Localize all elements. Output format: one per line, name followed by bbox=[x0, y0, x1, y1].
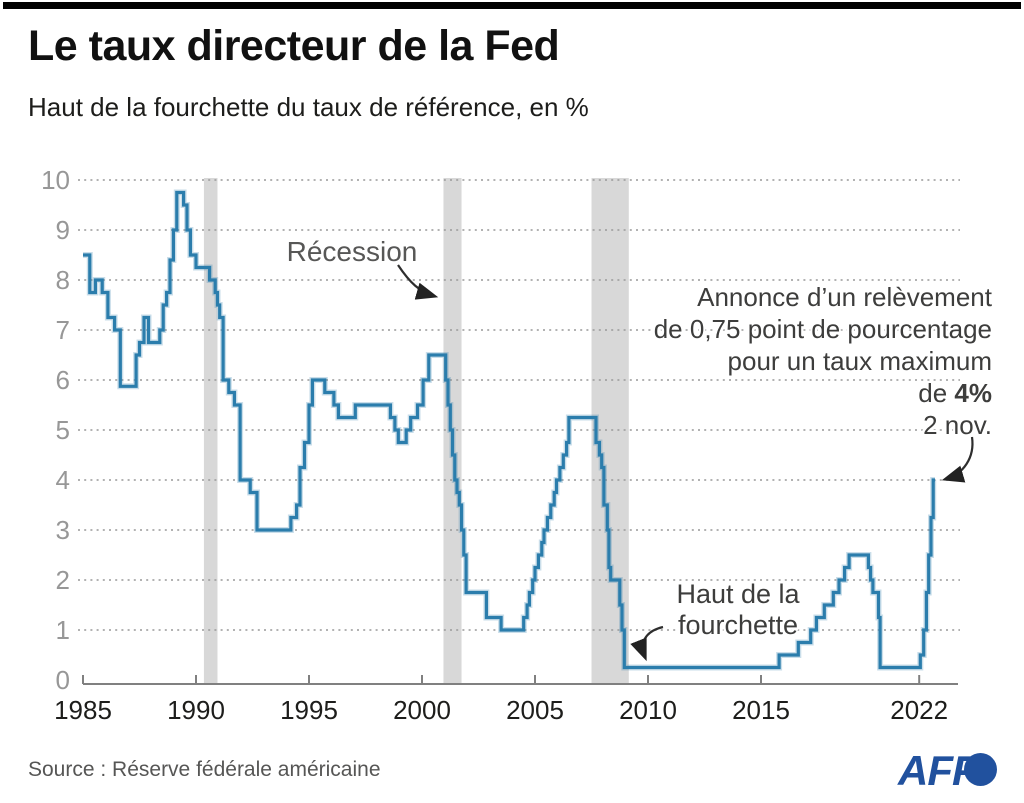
announcement-line-2: de 0,75 point de pourcentage bbox=[653, 314, 992, 344]
y-axis-label: 6 bbox=[56, 365, 70, 395]
upper-bound-line-1: Haut de la bbox=[676, 579, 800, 609]
afp-logo: AFP bbox=[898, 747, 1008, 794]
y-axis-label: 10 bbox=[41, 165, 70, 195]
announcement-rate-value: 4% bbox=[954, 378, 992, 408]
x-axis-label: 2010 bbox=[619, 695, 677, 725]
announcement-date: 2 nov. bbox=[923, 410, 992, 440]
annotation-arrows bbox=[397, 264, 974, 662]
recession-band bbox=[203, 178, 218, 684]
source-credit: Source : Réserve fédérale américaine bbox=[28, 758, 381, 781]
x-axis-label: 2000 bbox=[393, 695, 451, 725]
page-title: Le taux directeur de la Fed bbox=[28, 22, 560, 70]
y-axis-label: 1 bbox=[56, 615, 70, 645]
x-axis bbox=[82, 675, 958, 685]
y-axis-label: 3 bbox=[56, 515, 70, 545]
x-axis-label: 2022 bbox=[890, 695, 948, 725]
y-axis-label: 8 bbox=[56, 265, 70, 295]
top-bar bbox=[3, 2, 1021, 9]
announcement-line-3: pour un taux maximum bbox=[727, 346, 992, 376]
page-subtitle: Haut de la fourchette du taux de référen… bbox=[28, 92, 589, 122]
x-axis-label: 2005 bbox=[506, 695, 564, 725]
afp-logo-circle-icon bbox=[964, 753, 997, 786]
x-axis-label: 2015 bbox=[732, 695, 790, 725]
recession-bands bbox=[203, 178, 629, 684]
y-axis-label: 0 bbox=[56, 665, 70, 695]
recession-annotation: Récession bbox=[286, 236, 418, 267]
x-axis-label: 1995 bbox=[280, 695, 338, 725]
y-axis-label: 7 bbox=[56, 315, 70, 345]
x-axis-label: 1990 bbox=[167, 695, 225, 725]
recession-arrow bbox=[397, 264, 439, 300]
recession-band bbox=[591, 178, 629, 684]
announcement-annotation: Annonce d’un relèvement de 0,75 point de… bbox=[654, 281, 992, 441]
x-axis-labels: 1985 1990 1995 2000 2005 2010 2015 2022 bbox=[54, 695, 948, 725]
y-axis-labels: 0 1 2 3 4 5 6 7 8 9 10 bbox=[41, 165, 70, 695]
upper-bound-annotation: Haut de la fourchette bbox=[676, 579, 799, 641]
y-axis-label: 2 bbox=[56, 565, 70, 595]
announcement-line-4: de 4% bbox=[918, 378, 992, 408]
announcement-arrow bbox=[941, 436, 974, 483]
rate-line bbox=[83, 190, 935, 670]
y-axis-label: 4 bbox=[56, 465, 70, 495]
upper-bound-arrow bbox=[630, 625, 664, 662]
upper-bound-line-2: fourchette bbox=[677, 610, 799, 640]
y-axis-label: 9 bbox=[56, 215, 70, 245]
y-axis-label: 5 bbox=[56, 415, 70, 445]
x-axis-label: 1985 bbox=[54, 695, 112, 725]
announcement-line-1: Annonce d’un relèvement bbox=[697, 282, 992, 312]
